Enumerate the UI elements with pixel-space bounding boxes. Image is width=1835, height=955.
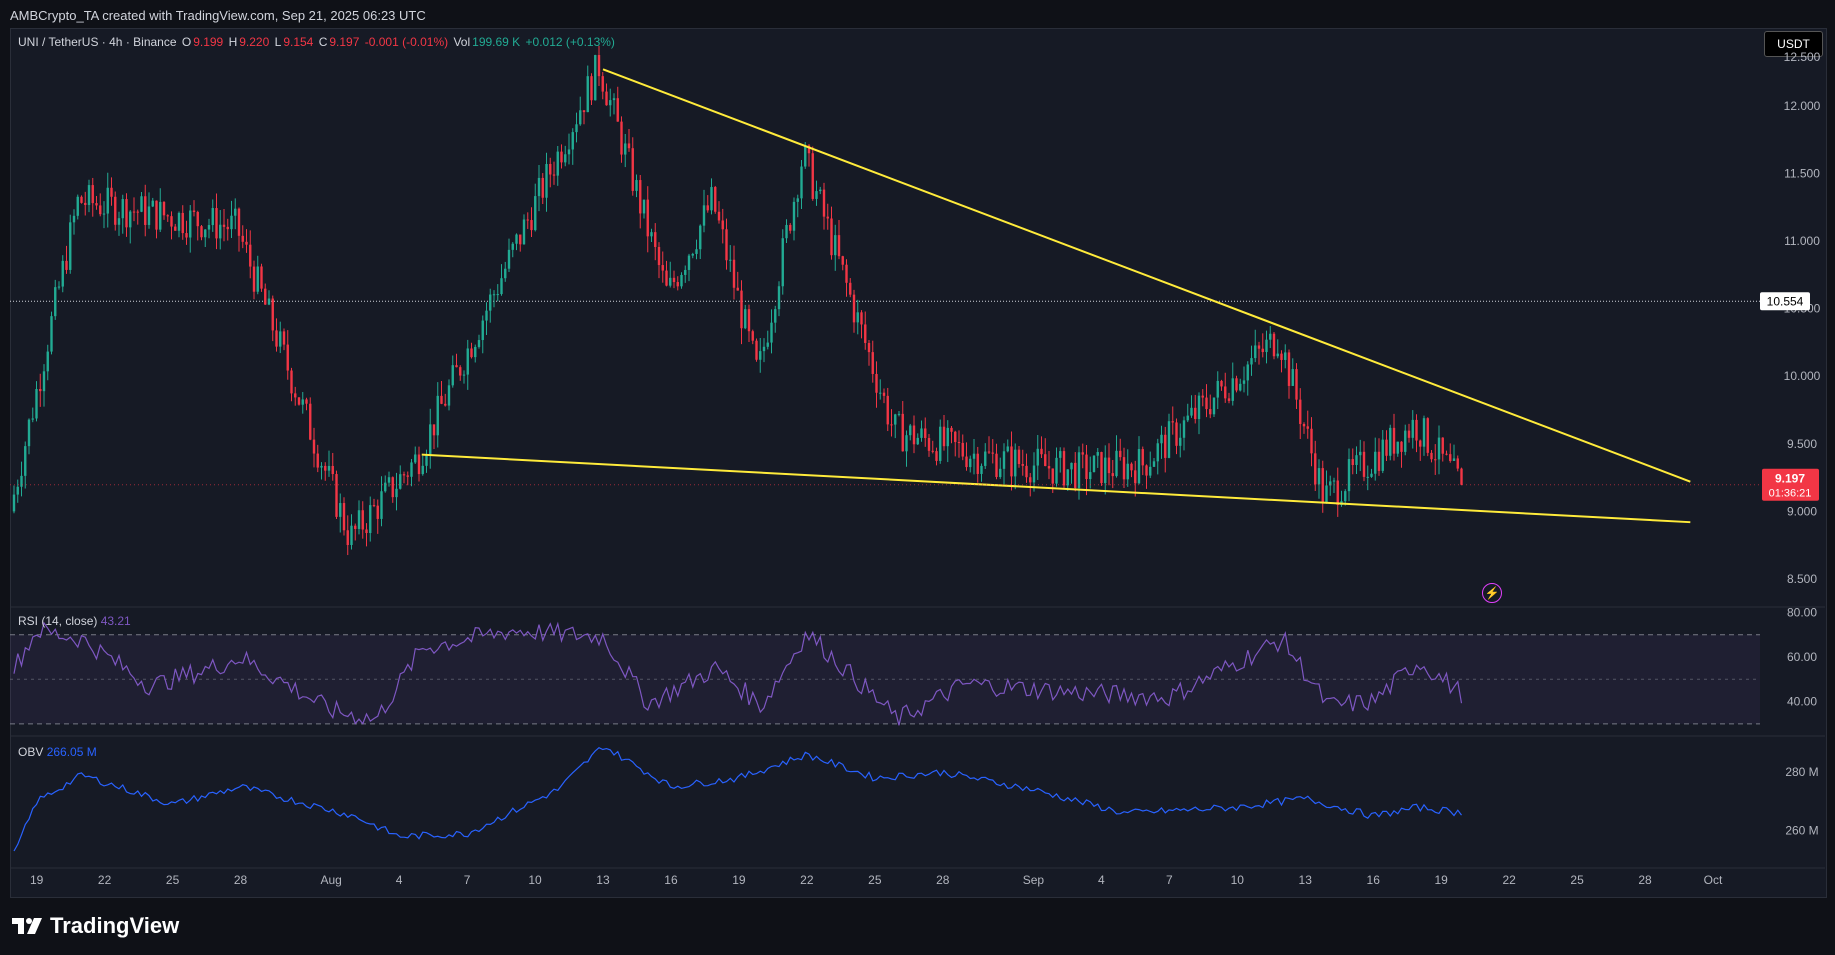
- high-label: H: [228, 35, 238, 49]
- obv-value: 266.05 M: [46, 745, 97, 759]
- rsi-legend: RSI (14, close) 43.21: [18, 614, 131, 628]
- symbol-info[interactable]: UNI / TetherUS · 4h · Binance: [18, 35, 177, 49]
- price-change: -0.001 (-0.01%): [364, 35, 449, 49]
- volume-value: 199.69 K: [472, 35, 521, 49]
- open-value: 9.199: [193, 35, 224, 49]
- tradingview-logo: TradingView: [12, 912, 179, 940]
- open-label: O: [181, 35, 192, 49]
- rsi-title: RSI (14, close): [18, 614, 98, 628]
- low-value: 9.154: [283, 35, 314, 49]
- volume-label: Vol: [453, 35, 471, 49]
- tradingview-brand: TradingView: [50, 913, 180, 938]
- low-label: L: [274, 35, 282, 49]
- rsi-value: 43.21: [100, 614, 131, 628]
- close-value: 9.197: [329, 35, 360, 49]
- lightning-alert-icon[interactable]: ⚡: [1482, 583, 1502, 603]
- tradingview-logo-icon: [12, 918, 42, 934]
- volume-change: +0.012 (+0.13%): [525, 35, 615, 49]
- obv-legend: OBV 266.05 M: [18, 745, 97, 759]
- chart-attribution: AMBCrypto_TA created with TradingView.co…: [10, 8, 426, 23]
- high-value: 9.220: [239, 35, 270, 49]
- symbol-ohlc-legend: UNI / TetherUS · 4h · Binance O 9.199 H 9.…: [18, 35, 617, 49]
- close-label: C: [318, 35, 328, 49]
- obv-title: OBV: [18, 745, 44, 759]
- chart-panel[interactable]: [10, 28, 1827, 898]
- currency-selector[interactable]: USDT: [1764, 31, 1823, 57]
